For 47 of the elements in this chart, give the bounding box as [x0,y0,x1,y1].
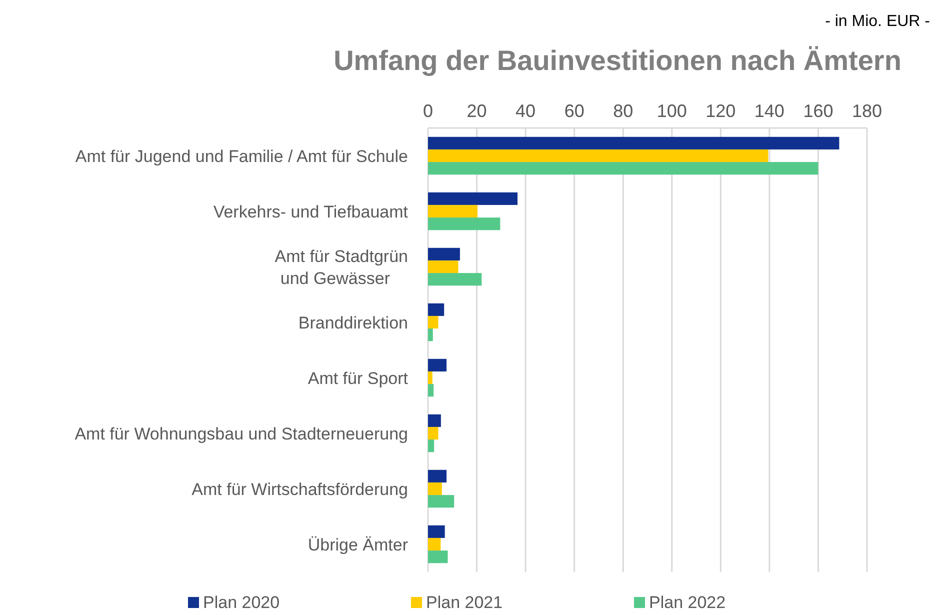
bar [428,384,434,397]
bar [428,525,445,538]
bar [428,440,434,452]
x-tick-label: 40 [516,101,536,121]
x-tick-label: 0 [422,101,434,121]
bar [428,316,438,329]
y-tick-label: Amt für Stadtgrün und Gewässer [274,246,408,288]
text: - in Mio. EUR - [825,13,930,30]
bar [428,328,433,342]
legend-label: Plan 2020 [203,593,280,612]
y-tick-label: Branddirektion [298,313,408,332]
legend-label: Plan 2021 [426,593,503,612]
bar [428,192,518,205]
bar [428,371,432,384]
x-tick-label: 100 [656,101,687,121]
x-tick-label: 120 [706,101,736,121]
bar [428,414,441,427]
y-tick-label: Amt für Jugend und Familie / Amt für Schule [75,146,408,166]
bar [428,204,478,218]
x-tick-label: 140 [754,101,784,121]
bar [428,470,447,482]
legend-label: Plan 2022 [649,593,726,612]
x-tick-label: 180 [852,101,882,121]
bar [428,273,482,286]
bar [428,358,447,372]
bar [428,248,460,260]
bar [428,136,840,150]
y-tick-label: Amt für Wohnungsbau und Stadterneuerung [74,424,408,444]
y-tick-label: Verkehrs- und Tiefbauamt [213,202,408,222]
bar [428,162,818,175]
bar [428,482,442,496]
x-tick-label: 20 [466,101,487,121]
bar [428,550,448,564]
chart-title: Umfang der Bauinvestitionen nach Ämtern [334,45,902,76]
y-tick-label: Amt für Wirtschaftsförderung [192,480,408,499]
bar [428,218,500,230]
y-tick-label: Übrige Ämter [308,535,408,554]
bar [428,303,444,316]
bar [428,149,768,162]
bar [428,495,454,508]
bar [428,426,438,440]
x-tick-label: 160 [803,101,834,121]
x-tick-label: 60 [564,101,584,121]
y-tick-label: Amt für Sport [308,368,408,388]
bar [428,538,441,551]
bar [428,260,458,274]
x-tick-label: 80 [613,101,634,121]
